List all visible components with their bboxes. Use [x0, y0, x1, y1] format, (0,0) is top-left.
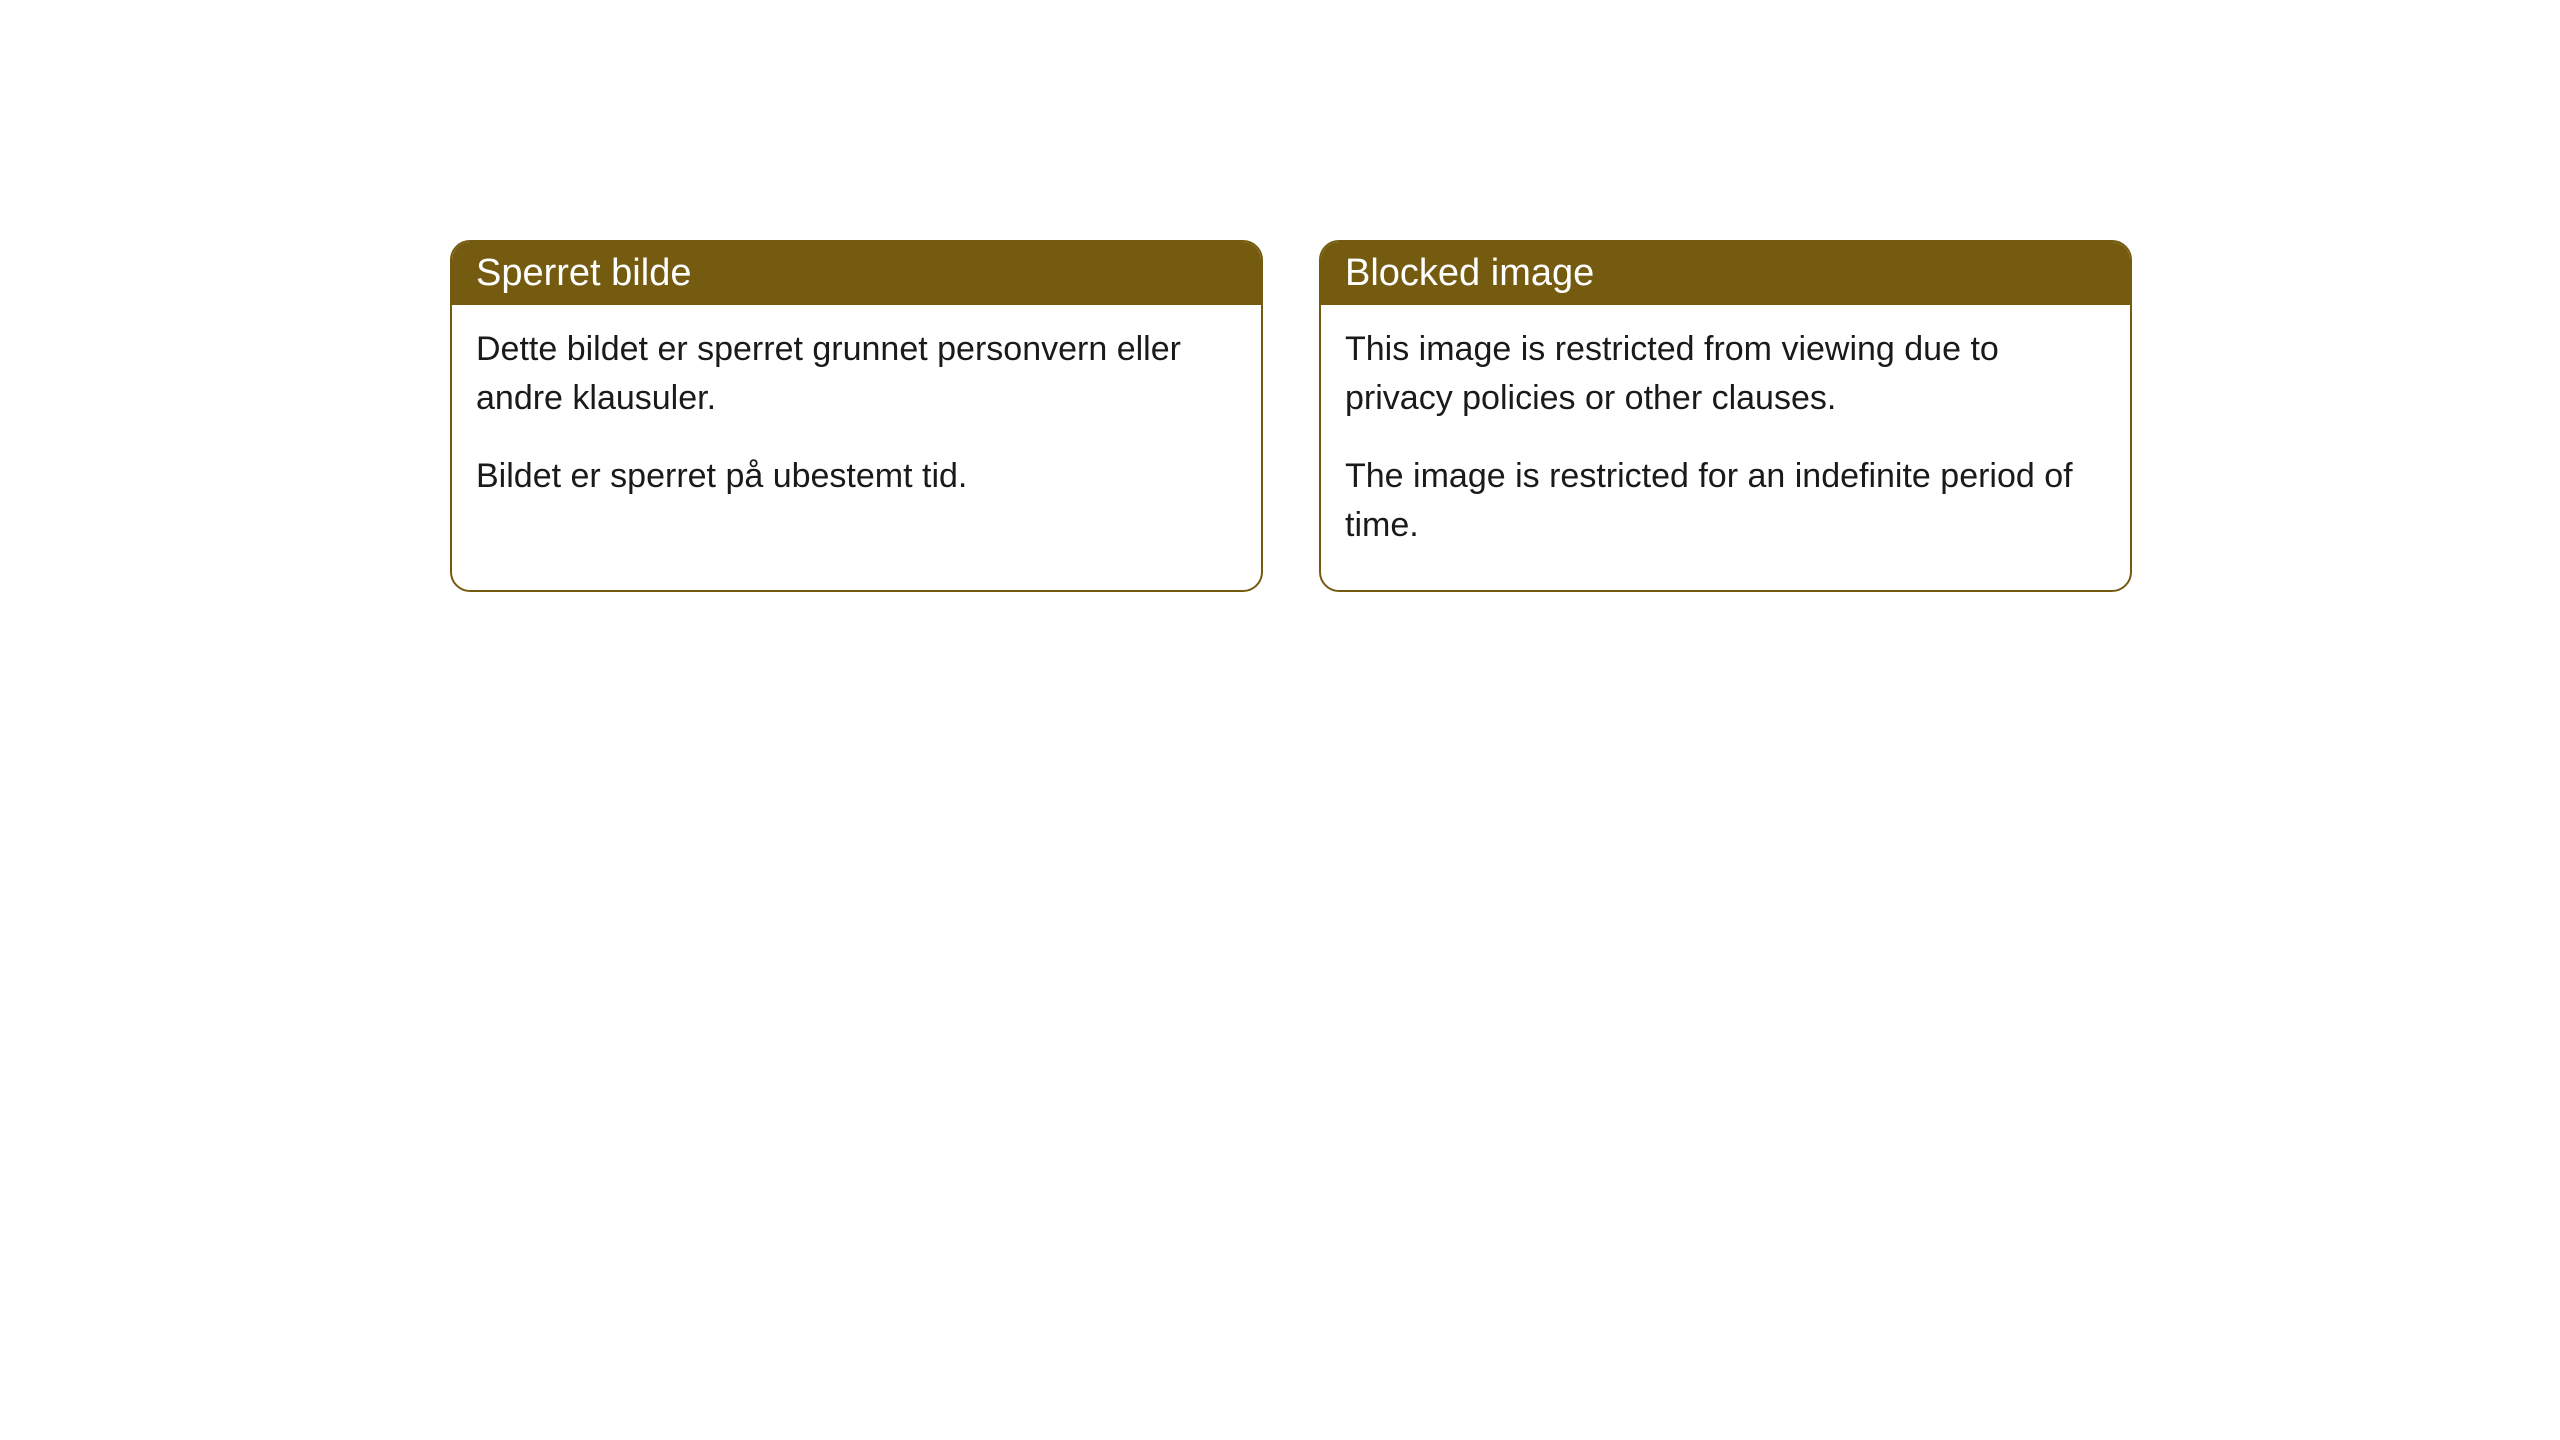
notice-paragraph: This image is restricted from viewing du… — [1345, 325, 2106, 424]
notice-body-english: This image is restricted from viewing du… — [1321, 305, 2130, 590]
notice-cards-container: Sperret bilde Dette bildet er sperret gr… — [450, 240, 2560, 592]
notice-paragraph: Dette bildet er sperret grunnet personve… — [476, 325, 1237, 424]
notice-body-norwegian: Dette bildet er sperret grunnet personve… — [452, 305, 1261, 541]
notice-title-english: Blocked image — [1321, 242, 2130, 305]
notice-card-english: Blocked image This image is restricted f… — [1319, 240, 2132, 592]
notice-paragraph: The image is restricted for an indefinit… — [1345, 452, 2106, 551]
notice-paragraph: Bildet er sperret på ubestemt tid. — [476, 452, 1237, 501]
notice-title-norwegian: Sperret bilde — [452, 242, 1261, 305]
notice-card-norwegian: Sperret bilde Dette bildet er sperret gr… — [450, 240, 1263, 592]
